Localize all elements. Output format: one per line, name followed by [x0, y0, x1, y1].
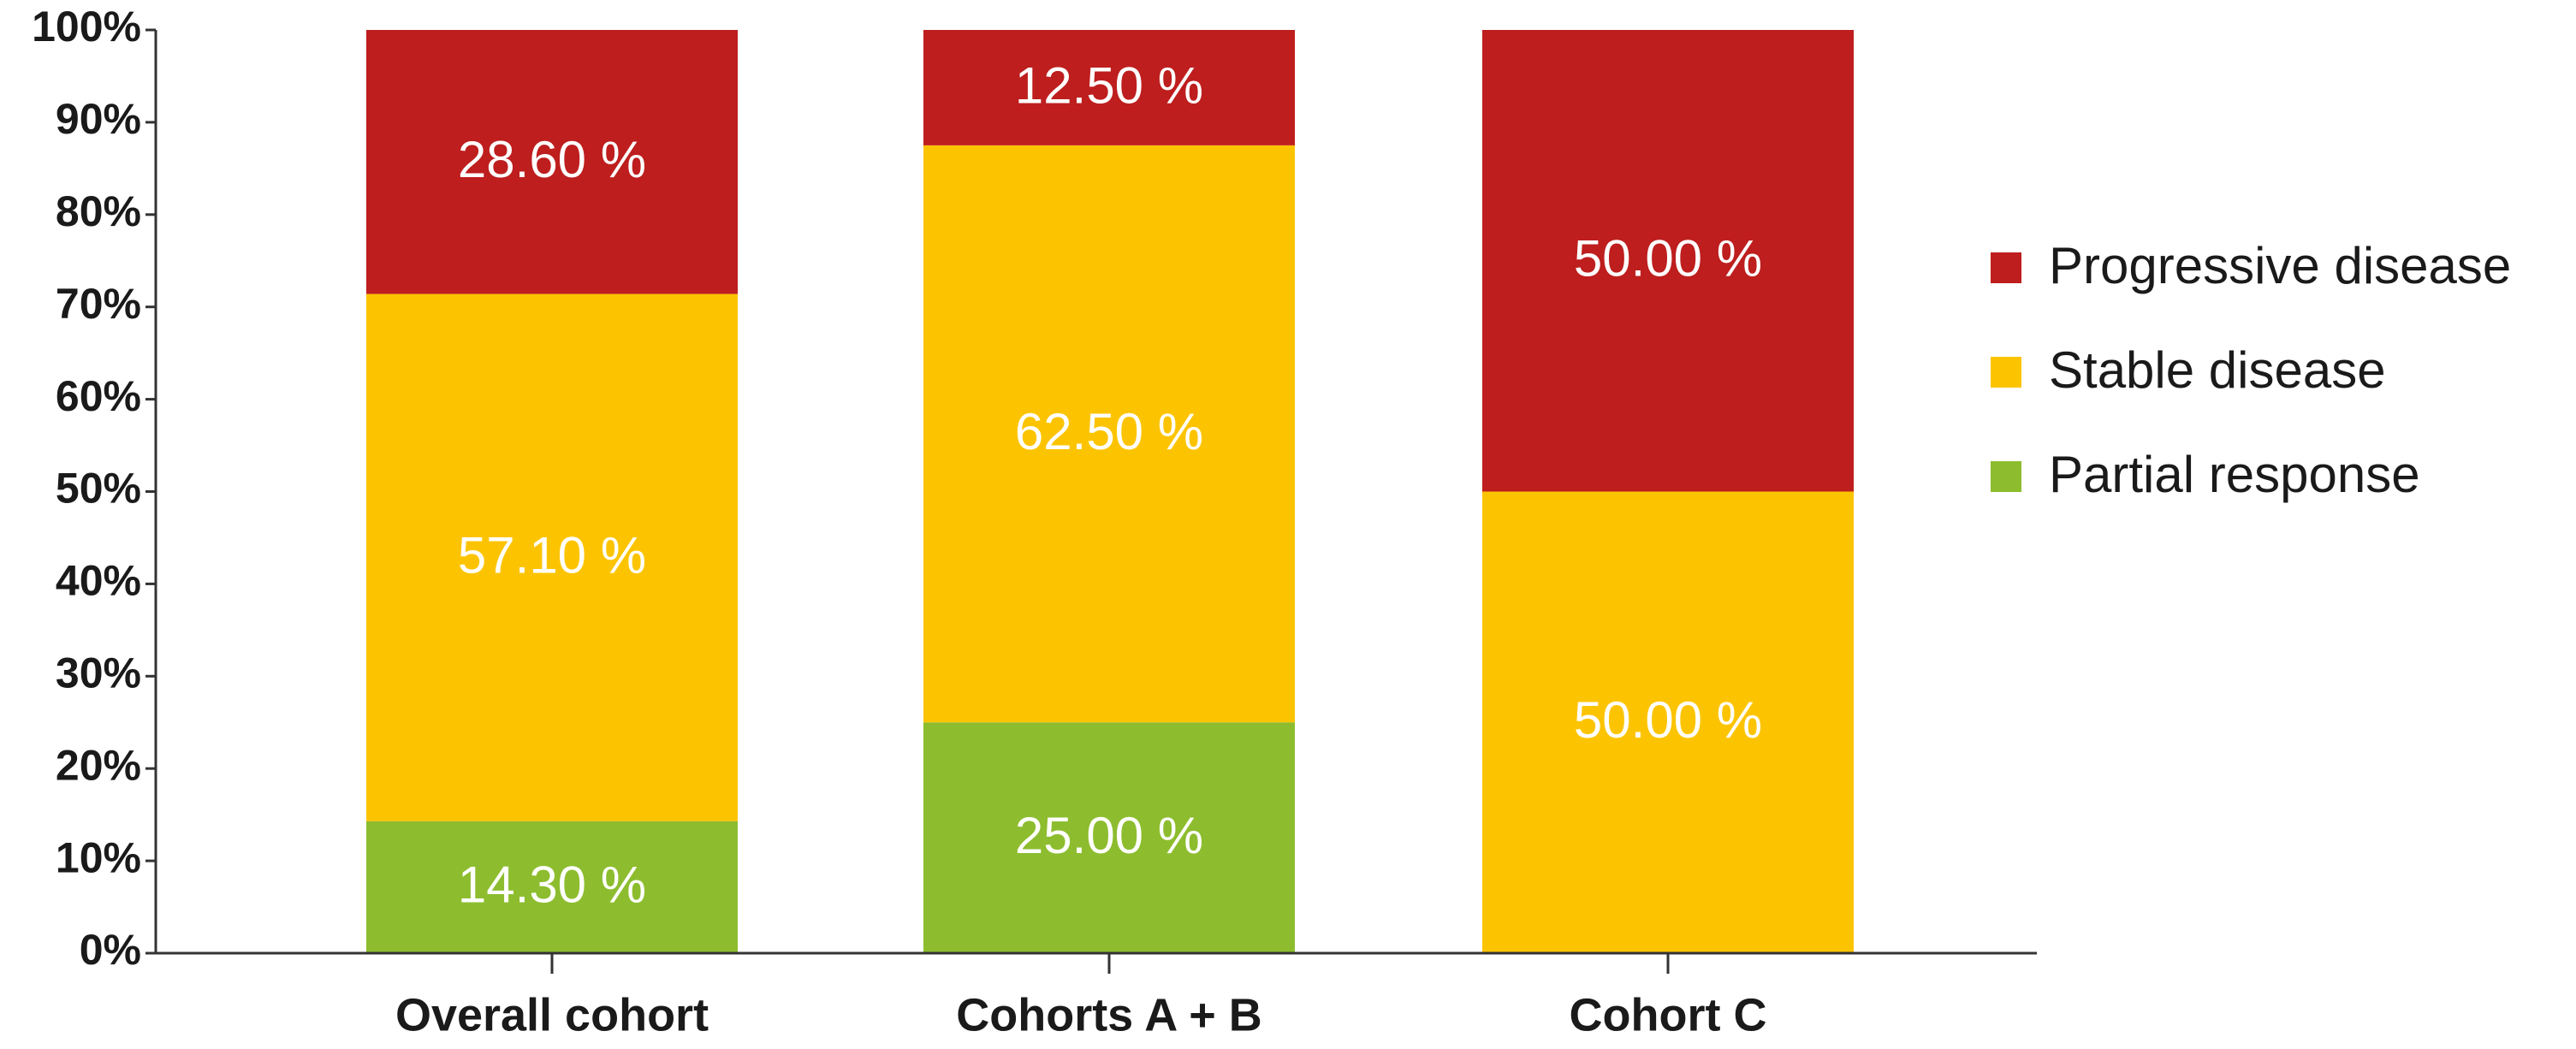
legend-label: Progressive disease: [2049, 237, 2511, 294]
bar-segment: [366, 293, 738, 821]
y-tick-label: 70%: [56, 280, 141, 328]
value-label: 62.50 %: [1015, 403, 1203, 460]
y-tick-label: 90%: [56, 95, 141, 143]
y-tick-label: 0%: [80, 926, 141, 974]
bar-segment: [1482, 30, 1854, 492]
value-label: 57.10 %: [458, 526, 646, 584]
value-label: 12.50 %: [1015, 56, 1203, 114]
bar-segment: [923, 722, 1295, 953]
legend-label: Partial response: [2049, 446, 2420, 503]
value-label: 14.30 %: [458, 856, 646, 914]
y-tick-label: 10%: [56, 833, 141, 881]
x-tick-label: Cohorts A + B: [956, 989, 1262, 1040]
legend-swatch: [1991, 252, 2021, 283]
y-tick-label: 80%: [56, 187, 141, 235]
value-label: 28.60 %: [458, 131, 646, 188]
legend-label: Stable disease: [2049, 341, 2386, 399]
bar-segment: [923, 145, 1295, 723]
value-label: 50.00 %: [1574, 691, 1762, 749]
value-label: 50.00 %: [1574, 230, 1762, 287]
y-tick-label: 30%: [56, 649, 141, 697]
x-tick-label: Overall cohort: [395, 989, 709, 1040]
value-label: 25.00 %: [1015, 807, 1203, 864]
bar-segment: [1482, 491, 1854, 953]
y-tick-label: 40%: [56, 557, 141, 605]
bar-segment: [923, 30, 1295, 145]
bar-segment: [366, 30, 738, 294]
x-tick-label: Cohort C: [1570, 989, 1767, 1040]
y-tick-label: 20%: [56, 741, 141, 789]
y-tick-label: 60%: [56, 372, 141, 420]
bar-segment: [366, 821, 738, 953]
legend-swatch: [1991, 357, 2021, 388]
y-tick-label: 100%: [32, 3, 141, 50]
y-tick-label: 50%: [56, 465, 141, 513]
legend-swatch: [1991, 461, 2021, 492]
